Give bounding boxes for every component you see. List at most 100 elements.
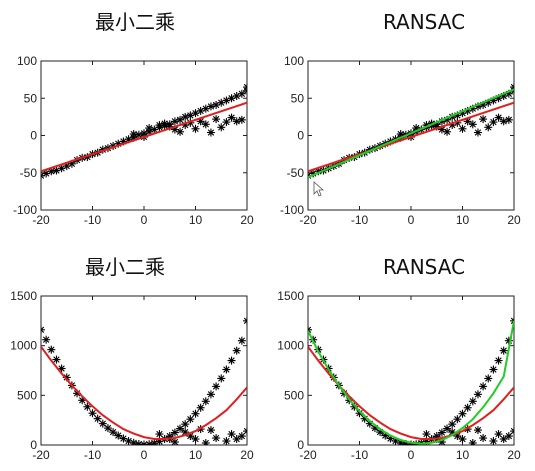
- marker-stroke: [474, 129, 482, 136]
- data-point-marker: [212, 115, 221, 124]
- least-squares-fit-line: [308, 101, 514, 173]
- data-point-marker: [217, 123, 226, 132]
- marker-stroke: [490, 118, 497, 126]
- marker-stroke: [197, 404, 204, 411]
- data-point-marker: [155, 430, 164, 439]
- marker-stroke: [99, 420, 106, 427]
- data-point-marker: [473, 426, 482, 435]
- marker-stroke: [308, 174, 312, 179]
- marker-stroke: [238, 116, 246, 124]
- data-point-marker: [499, 346, 508, 355]
- marker-stroke: [223, 118, 230, 126]
- marker-stroke: [228, 357, 235, 364]
- marker-stroke: [120, 435, 127, 442]
- data-point-marker: [227, 356, 236, 365]
- data-point-marker: [458, 124, 467, 133]
- marker-stroke: [469, 121, 476, 128]
- data-point-marker: [458, 435, 467, 444]
- data-point-marker: [52, 355, 61, 364]
- marker-stroke: [207, 129, 215, 136]
- data-point-marker: [212, 382, 221, 391]
- marker-stroke: [243, 427, 247, 432]
- plot-content: [308, 83, 514, 180]
- marker-stroke: [500, 435, 507, 443]
- marker-stroke: [130, 130, 137, 138]
- marker-stroke: [145, 124, 153, 132]
- data-point-marker: [510, 83, 514, 92]
- data-point-marker: [243, 427, 247, 436]
- data-point-marker: [41, 325, 45, 334]
- data-point-marker: [222, 118, 231, 127]
- marker-stroke: [243, 86, 247, 91]
- marker-stroke: [41, 328, 45, 333]
- marker-stroke: [156, 430, 163, 438]
- marker-stroke: [397, 130, 404, 138]
- data-point-marker: [237, 432, 246, 441]
- marker-stroke: [470, 439, 476, 445]
- data-point-marker: [489, 365, 498, 374]
- marker-stroke: [464, 404, 471, 411]
- data-point-marker: [222, 437, 231, 445]
- marker-stroke: [176, 425, 184, 432]
- data-point-marker: [206, 102, 215, 111]
- marker-stroke: [104, 424, 112, 432]
- data-point-marker: [237, 336, 246, 345]
- marker-stroke: [223, 437, 230, 445]
- x-tick-label: 10: [189, 213, 203, 227]
- data-point-marker: [206, 390, 215, 399]
- data-point-marker: [201, 104, 210, 113]
- data-point-marker: [145, 440, 154, 445]
- marker-stroke: [192, 435, 199, 443]
- x-tick-label: 20: [240, 448, 254, 462]
- data-point-marker: [191, 409, 200, 418]
- y-tick-label: -50: [287, 166, 305, 180]
- marker-stroke: [171, 429, 179, 436]
- data-point-marker: [489, 118, 498, 127]
- marker-stroke: [89, 410, 96, 417]
- data-point-marker: [489, 437, 498, 445]
- marker-stroke: [233, 435, 240, 443]
- data-point-marker: [103, 424, 112, 433]
- data-point-marker: [458, 409, 467, 418]
- y-tick-label: 1500: [10, 289, 37, 303]
- marker-stroke: [238, 337, 246, 344]
- x-tick-label: 0: [141, 213, 148, 227]
- chart-title: 最小二乘: [95, 10, 175, 34]
- marker-stroke: [459, 410, 466, 417]
- marker-stroke: [505, 90, 513, 97]
- marker-stroke: [459, 125, 466, 132]
- data-point-marker: [191, 124, 200, 133]
- marker-stroke: [176, 128, 184, 135]
- data-point-marker: [109, 428, 118, 437]
- least-squares-fit-line: [41, 346, 247, 440]
- marker-stroke: [202, 398, 209, 405]
- data-point-marker: [114, 431, 123, 440]
- data-point-marker: [88, 409, 97, 418]
- data-point-marker: [494, 430, 503, 439]
- chart-title: 最小二乘: [85, 255, 165, 279]
- marker-stroke: [454, 432, 461, 440]
- y-tick-label: 100: [17, 54, 37, 68]
- marker-stroke: [233, 347, 240, 354]
- data-point-marker: [422, 430, 431, 439]
- marker-stroke: [308, 328, 312, 333]
- marker-stroke: [125, 437, 132, 445]
- data-point-marker: [83, 402, 92, 411]
- y-tick-label: -100: [280, 203, 304, 217]
- data-point-marker: [186, 415, 195, 424]
- data-point-marker: [98, 419, 107, 428]
- y-tick-label: 0: [297, 129, 304, 143]
- chart-title: RANSAC: [383, 255, 465, 279]
- data-point-marker: [47, 345, 56, 354]
- chart-panel-3: 最小二乘 -20 -10 0 10 20 0 500 1000 1500: [10, 255, 254, 462]
- marker-stroke: [238, 90, 246, 97]
- marker-stroke: [182, 428, 189, 436]
- marker-stroke: [109, 428, 117, 436]
- y-tick-label: 0: [30, 438, 37, 452]
- data-point-marker: [145, 124, 154, 133]
- data-point-marker: [243, 316, 247, 325]
- marker-stroke: [438, 126, 446, 133]
- marker-stroke: [228, 114, 235, 121]
- data-point-marker: [181, 420, 190, 429]
